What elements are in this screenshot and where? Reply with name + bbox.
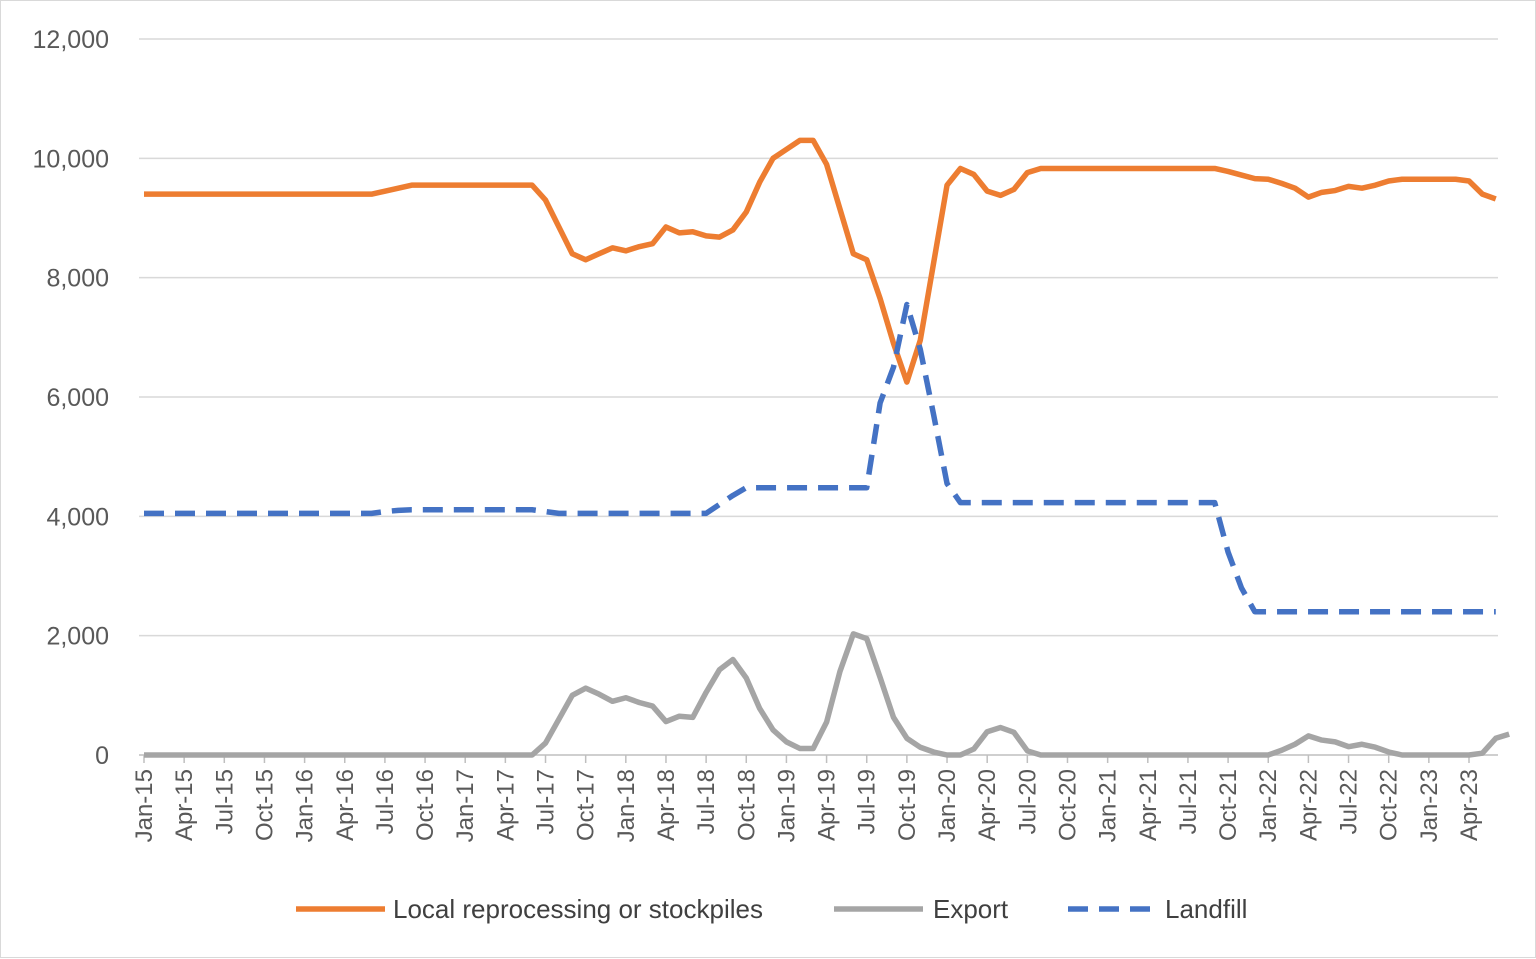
x-tick-label: Jul-17 — [533, 769, 560, 834]
x-tick-label: Apr-22 — [1295, 769, 1322, 841]
x-tick-label: Oct-16 — [412, 769, 439, 841]
y-axis-ticks: 0 2,000 4,000 6,000 8,000 10,000 12,000 — [33, 26, 109, 770]
x-tick-label: Jul-21 — [1175, 769, 1202, 834]
x-tick-label: Oct-20 — [1054, 769, 1081, 841]
y-tick-label: 4,000 — [46, 503, 109, 531]
y-tick-label: 6,000 — [46, 384, 109, 412]
legend-label: Landfill — [1165, 894, 1247, 924]
x-tick-label: Oct-22 — [1376, 769, 1403, 841]
x-tick-label: Jan-21 — [1095, 769, 1122, 842]
x-tick-label: Oct-18 — [733, 769, 760, 841]
x-tick-label: Apr-15 — [171, 769, 198, 841]
y-tick-label: 0 — [95, 742, 109, 770]
x-tick-label: Jan-15 — [131, 769, 158, 842]
x-tick-label: Oct-19 — [894, 769, 921, 841]
x-tick-label: Jul-19 — [854, 769, 881, 834]
x-tick-label: Jul-16 — [372, 769, 399, 834]
series-line-local-reprocessing-or-stockpiles — [144, 137, 1497, 385]
x-tick-label: Jan-17 — [452, 769, 479, 842]
x-tick-label: Apr-16 — [332, 769, 359, 841]
y-tick-label: 8,000 — [46, 265, 109, 293]
x-tick-label: Jan-23 — [1416, 769, 1443, 842]
x-tick-label: Oct-17 — [573, 769, 600, 841]
x-tick-label: Apr-23 — [1456, 769, 1483, 841]
x-tick-label: Apr-20 — [974, 769, 1001, 841]
y-tick-label: 2,000 — [46, 623, 109, 651]
series-line-landfill — [144, 301, 1496, 615]
x-tick-label: Apr-18 — [653, 769, 680, 841]
x-tick-label: Apr-21 — [1135, 769, 1162, 841]
x-axis-ticks: Jan-15 Apr-15 Jul-15 Oct-15 Jan-16 Apr-16 Jul-… — [131, 755, 1483, 842]
gridlines — [139, 38, 1498, 756]
legend: Local reprocessing or stockpiles Export La… — [296, 894, 1247, 924]
x-tick-label: Jul-18 — [693, 769, 720, 834]
x-tick-label: Apr-19 — [814, 769, 841, 841]
x-tick-label: Jul-15 — [211, 769, 238, 834]
x-tick-label: Oct-15 — [251, 769, 278, 841]
x-tick-label: Oct-21 — [1215, 769, 1242, 841]
x-tick-label: Jan-18 — [613, 769, 640, 842]
x-tick-label: Jan-19 — [773, 769, 800, 842]
x-tick-label: Apr-17 — [492, 769, 519, 841]
x-tick-label: Jul-20 — [1014, 769, 1041, 834]
legend-label: Local reprocessing or stockpiles — [393, 894, 763, 924]
y-tick-label: 12,000 — [33, 26, 109, 54]
y-tick-label: 10,000 — [33, 145, 109, 173]
legend-label: Export — [933, 894, 1009, 924]
x-tick-label: Jan-16 — [292, 769, 319, 842]
series-line-export — [144, 631, 1510, 758]
x-tick-label: Jan-22 — [1255, 769, 1282, 842]
x-tick-label: Jul-22 — [1336, 769, 1363, 834]
series-lines — [144, 137, 1510, 758]
x-tick-label: Jan-20 — [934, 769, 961, 842]
